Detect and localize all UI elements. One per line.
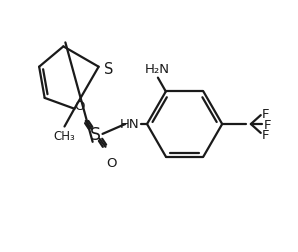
Text: S: S xyxy=(90,125,101,143)
Text: CH₃: CH₃ xyxy=(54,130,75,143)
Text: H₂N: H₂N xyxy=(145,62,169,75)
Text: O: O xyxy=(106,156,117,169)
Text: S: S xyxy=(104,62,113,77)
Text: F: F xyxy=(264,118,271,131)
Text: HN: HN xyxy=(119,117,139,130)
Text: O: O xyxy=(74,100,85,113)
Text: F: F xyxy=(262,129,269,142)
Text: F: F xyxy=(262,107,269,120)
